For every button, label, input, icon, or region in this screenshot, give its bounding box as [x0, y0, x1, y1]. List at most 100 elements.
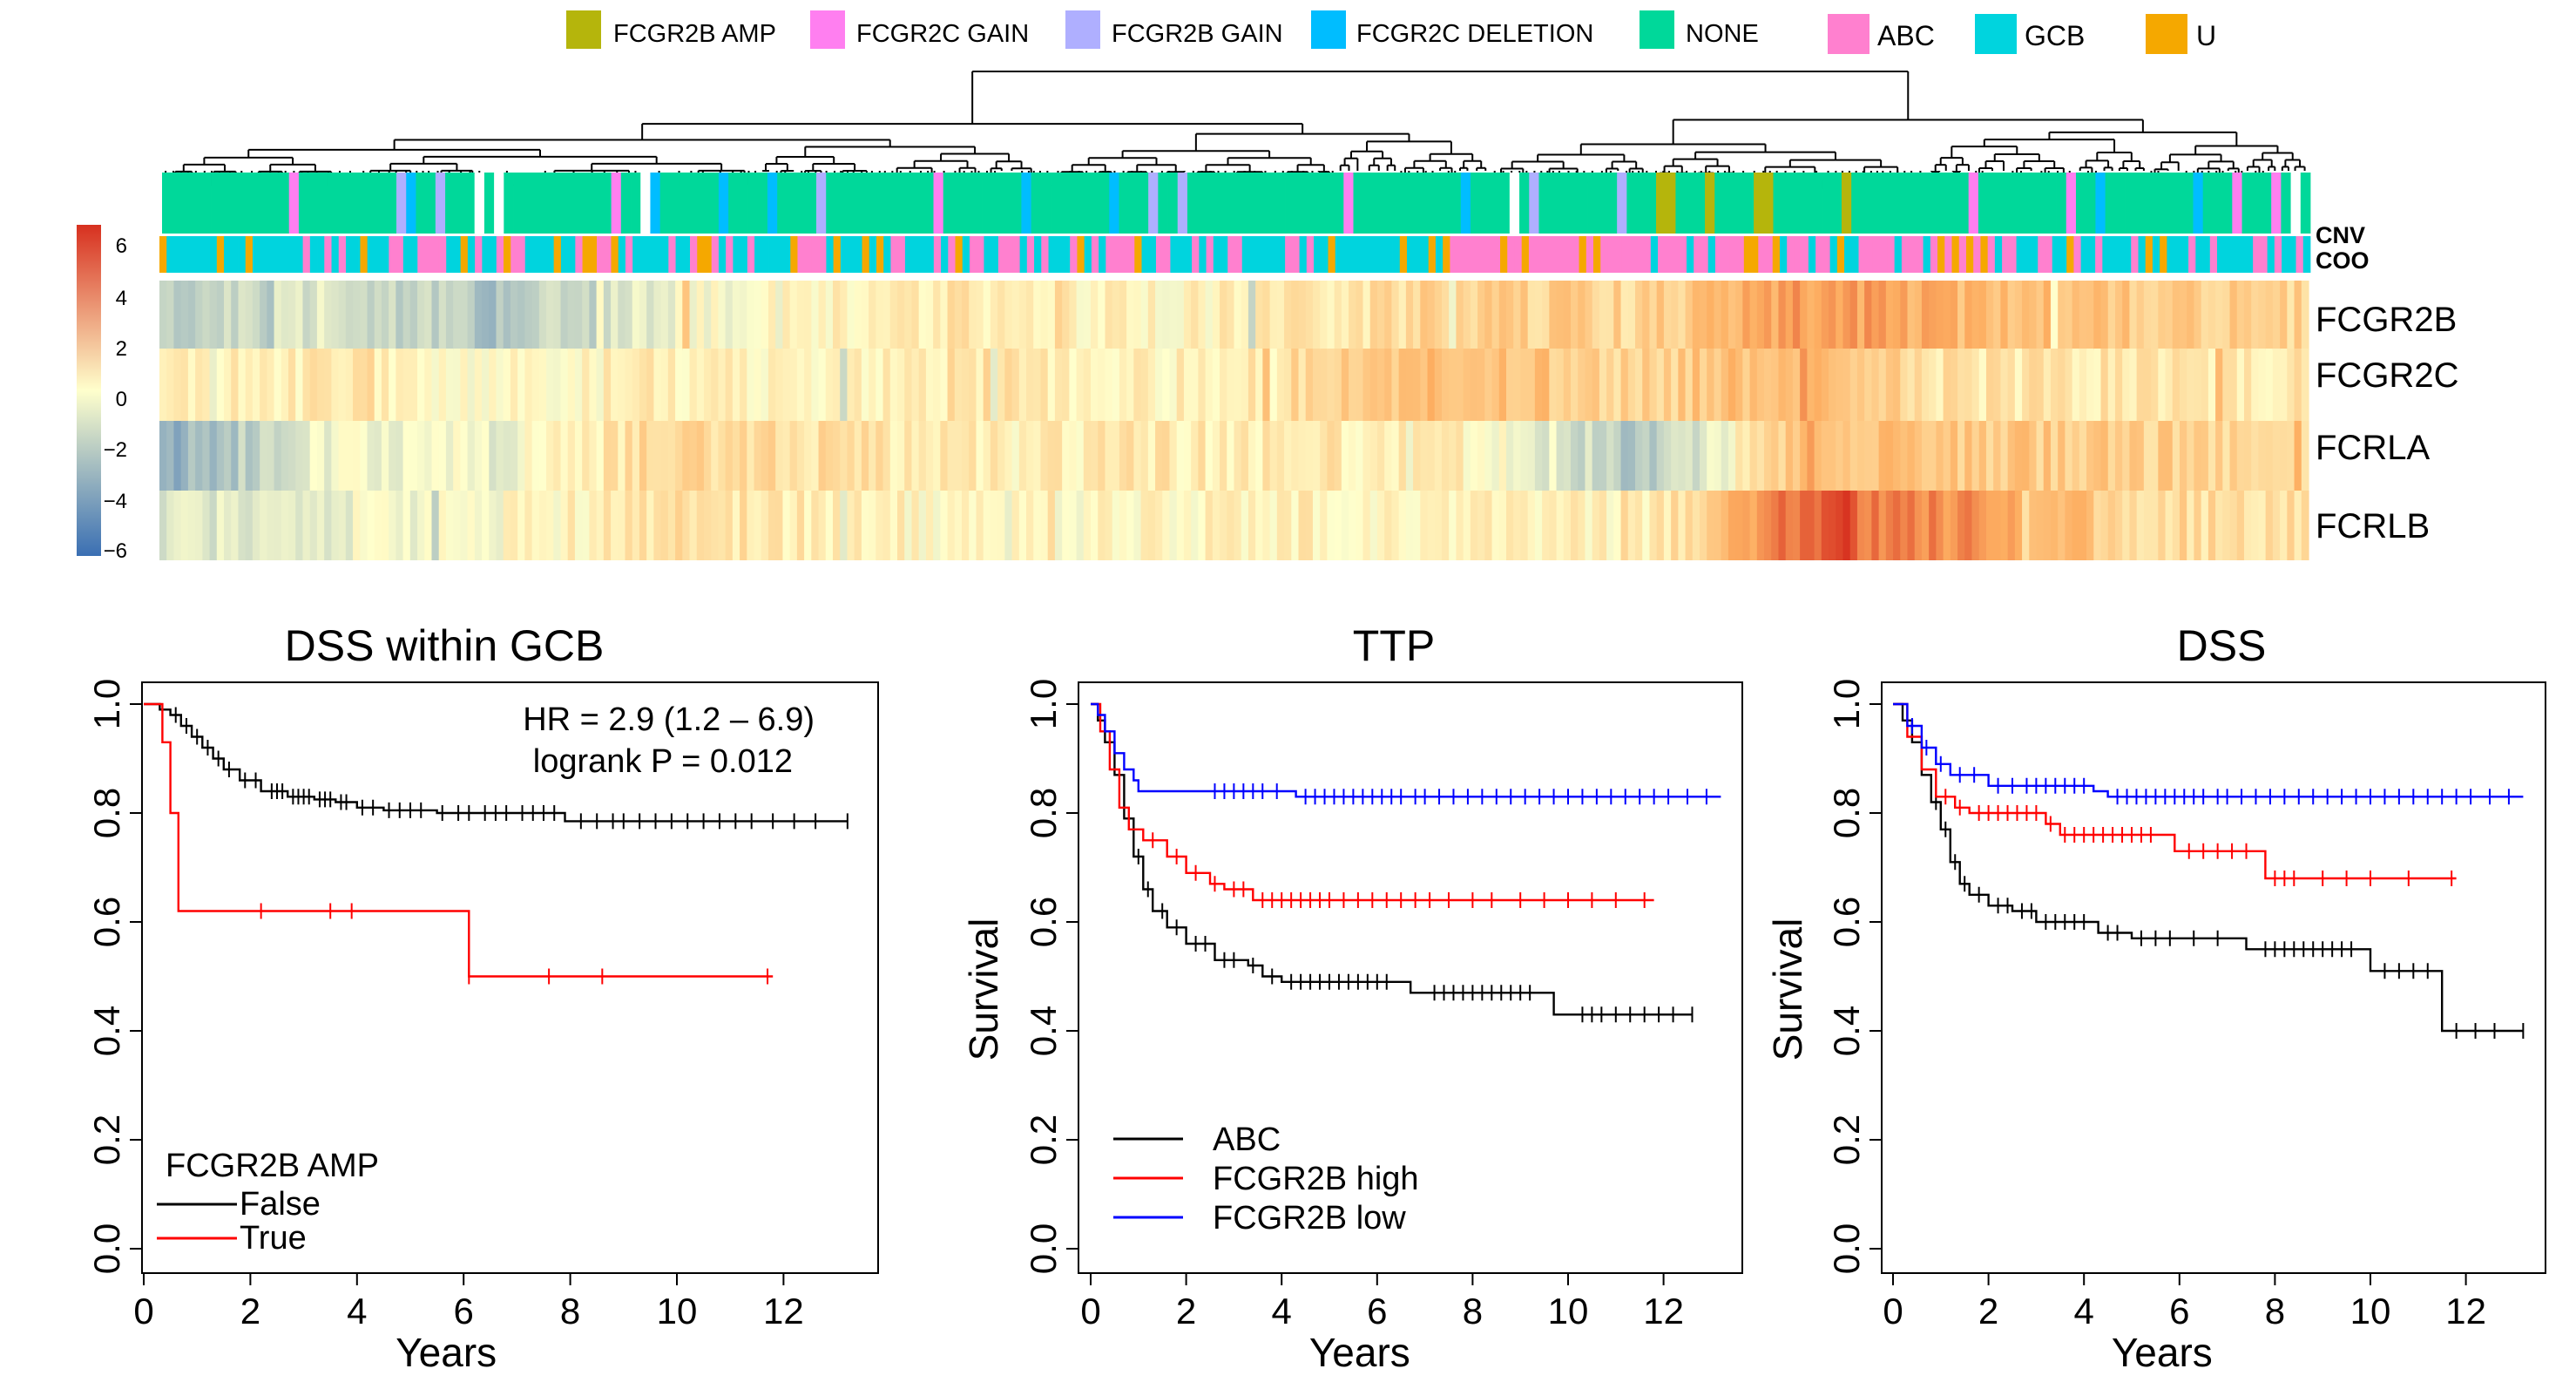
track-label-cnv: CNV — [2316, 222, 2365, 248]
cnv-cell — [952, 173, 963, 234]
heatmap-cell — [517, 421, 525, 491]
heatmap-cell — [2058, 349, 2066, 421]
heatmap-cell — [1427, 491, 1436, 560]
heatmap-cell — [2079, 421, 2087, 491]
cnv-cell — [2086, 173, 2096, 234]
coo-cell — [1163, 236, 1171, 273]
heatmap-cell — [1542, 281, 1550, 350]
cnv-cell — [1626, 173, 1637, 234]
coo-cell — [646, 236, 655, 273]
coo-cell — [1241, 236, 1250, 273]
coo-cell — [1328, 236, 1336, 273]
cnv-cell — [1060, 173, 1071, 234]
heatmap-cell — [1069, 491, 1078, 560]
cnv-cell — [1411, 173, 1423, 234]
heatmap-cell — [918, 281, 927, 350]
cnv-cell — [620, 173, 632, 234]
heatmap-cell — [1098, 421, 1106, 491]
coo-cell — [1694, 236, 1701, 273]
heatmap-cell — [209, 349, 218, 421]
heatmap-cell — [1484, 491, 1493, 560]
heatmap-cell — [553, 281, 562, 350]
heatmap-cell — [1785, 281, 1794, 350]
heatmap-cell — [789, 491, 798, 560]
heatmap-cell — [869, 281, 876, 350]
heatmap-cell — [316, 421, 325, 491]
heatmap-cell — [1721, 491, 1729, 560]
cnv-cell — [1450, 173, 1462, 234]
coo-cell — [1356, 236, 1365, 273]
heatmap-cell — [1792, 491, 1801, 560]
cnv-cell — [562, 173, 573, 234]
heatmap-cell — [195, 349, 203, 421]
heatmap-cell — [1721, 421, 1729, 491]
heatmap-row-label-fcrlb: FCRLB — [2316, 507, 2430, 545]
coo-cell — [819, 236, 827, 273]
heatmap-cell — [696, 281, 705, 350]
legend-label-true: True — [240, 1220, 307, 1257]
heatmap-cell — [646, 421, 655, 491]
y-axis-title: Survival — [961, 918, 1006, 1061]
coo-cell — [1672, 236, 1680, 273]
heatmap-cell — [267, 349, 275, 421]
heatmap-cell — [424, 421, 433, 491]
heatmap-cell — [796, 281, 805, 350]
heatmap-cell — [1749, 281, 1758, 350]
heatmap-cell — [409, 349, 418, 421]
heatmap-cell — [667, 281, 676, 350]
cnv-cell — [1763, 173, 1774, 234]
heatmap-cell — [324, 349, 332, 421]
heatmap-cell — [1441, 421, 1450, 491]
cnv-cell — [1978, 173, 1989, 234]
cnv-cell — [747, 173, 759, 234]
heatmap-cell — [1398, 421, 1407, 491]
heatmap-cell — [245, 491, 254, 560]
heatmap-cell — [1578, 349, 1586, 421]
heatmap-cell — [1011, 349, 1020, 421]
heatmap-cell — [804, 491, 812, 560]
cnv-cell — [1548, 173, 1559, 234]
heatmap-cell — [754, 421, 762, 491]
heatmap-cell — [1284, 491, 1292, 560]
coo-cell — [869, 236, 877, 273]
legend-title: FCGR2B AMP — [166, 1148, 379, 1184]
heatmap-cell — [2007, 421, 2016, 491]
heatmap-cell — [1505, 281, 1514, 350]
heatmap-cell — [345, 421, 354, 491]
heatmap-cell — [1220, 421, 1227, 491]
cnv-cell — [2271, 173, 2282, 234]
heatmap-cell — [1993, 491, 2001, 560]
heatmap-cell — [646, 281, 655, 350]
coo-cell — [1399, 236, 1408, 273]
heatmap-cell — [682, 281, 691, 350]
heatmap-cell — [804, 349, 812, 421]
heatmap-cell — [1606, 421, 1614, 491]
heatmap-cell — [574, 349, 583, 421]
heatmap-cell — [159, 421, 167, 491]
heatmap-cell — [1284, 281, 1292, 350]
cnv-cell — [1021, 173, 1032, 234]
cnv-cell — [1079, 173, 1091, 234]
heatmap-cell — [703, 421, 712, 491]
heatmap-cell — [747, 491, 755, 560]
heatmap-cell — [353, 421, 361, 491]
heatmap-cell — [574, 281, 583, 350]
heatmap-cell — [1678, 421, 1687, 491]
coo-cell — [424, 236, 433, 273]
survival-curve — [1091, 702, 1721, 798]
heatmap-cell — [510, 281, 518, 350]
x-tick-label: 0 — [133, 1291, 153, 1331]
heatmap-cell — [782, 349, 791, 421]
coo-cell — [1256, 236, 1264, 273]
cnv-cell — [1471, 173, 1481, 234]
heatmap-cell — [2043, 281, 2052, 350]
heatmap-cell — [1627, 491, 1636, 560]
heatmap-cell — [589, 349, 598, 421]
heatmap-cell — [596, 491, 605, 560]
heatmap-cell — [1520, 491, 1529, 560]
coo-cell — [1370, 236, 1379, 273]
heatmap-cell — [1011, 281, 1020, 350]
cnv-cell — [1216, 173, 1227, 234]
heatmap-cell — [1420, 421, 1429, 491]
coo-cell — [1851, 236, 1859, 273]
